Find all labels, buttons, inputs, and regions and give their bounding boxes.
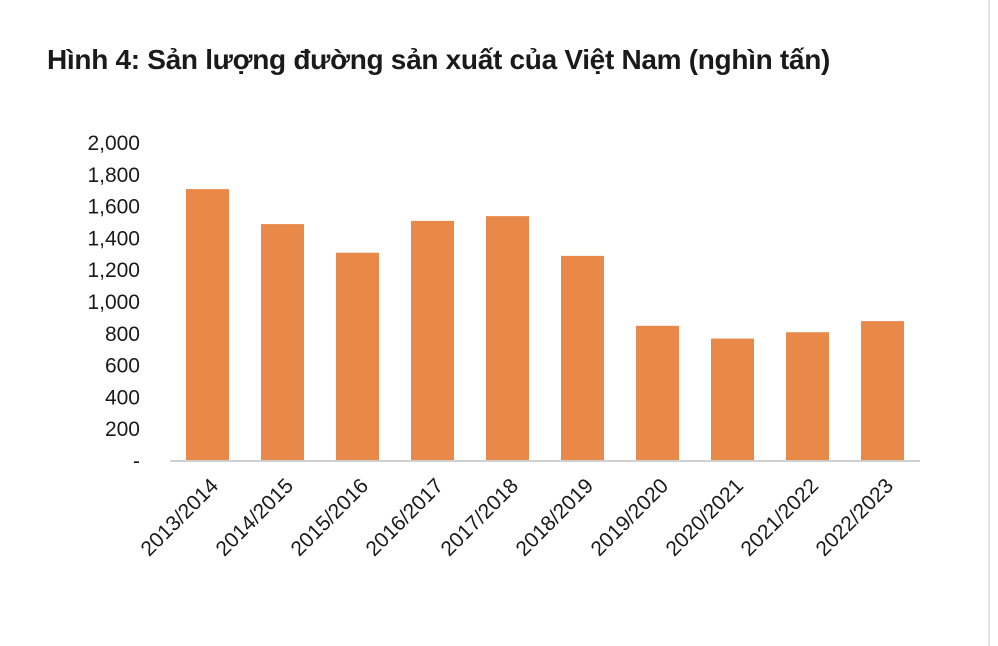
x-axis-ticks: 2013/20142014/20152015/20162016/20172017… — [137, 474, 898, 561]
bar-2013-2014 — [186, 189, 229, 462]
y-tick-label: - — [133, 450, 140, 473]
y-axis-ticks: - 200 400 600 800 1,000 1,200 1,400 1,600 1,800 2,… — [87, 132, 140, 473]
x-tick-label: 2021/2022 — [737, 474, 823, 560]
x-tick-label: 2018/2019 — [512, 474, 598, 560]
y-tick-label: 400 — [105, 386, 140, 409]
bar-2017-2018 — [486, 216, 529, 461]
y-tick-label: 1,800 — [87, 164, 140, 187]
x-tick-label: 2013/2014 — [137, 474, 224, 561]
bar-2022-2023 — [861, 321, 904, 461]
x-tick-label: 2014/2015 — [212, 474, 298, 560]
bar-2020-2021 — [711, 338, 754, 461]
y-tick-label: 1,200 — [87, 259, 140, 282]
y-tick-label: 2,000 — [87, 132, 140, 155]
chart-title: Hình 4: Sản lượng đường sản xuất của Việ… — [47, 44, 831, 75]
y-tick-label: 1,400 — [87, 227, 140, 250]
bar-2014-2015 — [261, 224, 304, 461]
y-tick-label: 600 — [105, 355, 140, 378]
x-tick-label: 2022/2023 — [812, 474, 898, 560]
x-tick-label: 2015/2016 — [287, 474, 373, 560]
y-tick-label: 800 — [105, 323, 140, 346]
x-tick-label: 2019/2020 — [587, 474, 673, 560]
bar-2015-2016 — [336, 252, 379, 461]
y-tick-label: 1,600 — [87, 196, 140, 219]
y-tick-label: 200 — [105, 418, 140, 441]
x-tick-label: 2020/2021 — [662, 474, 748, 560]
bars — [186, 189, 904, 462]
bar-2021-2022 — [786, 332, 829, 461]
y-tick-label: 1,000 — [87, 291, 140, 314]
bar-2016-2017 — [411, 220, 454, 461]
x-tick-label: 2016/2017 — [362, 474, 448, 560]
x-tick-label: 2017/2018 — [437, 474, 523, 560]
bar-2019-2020 — [636, 325, 679, 461]
bar-2018-2019 — [561, 255, 604, 461]
